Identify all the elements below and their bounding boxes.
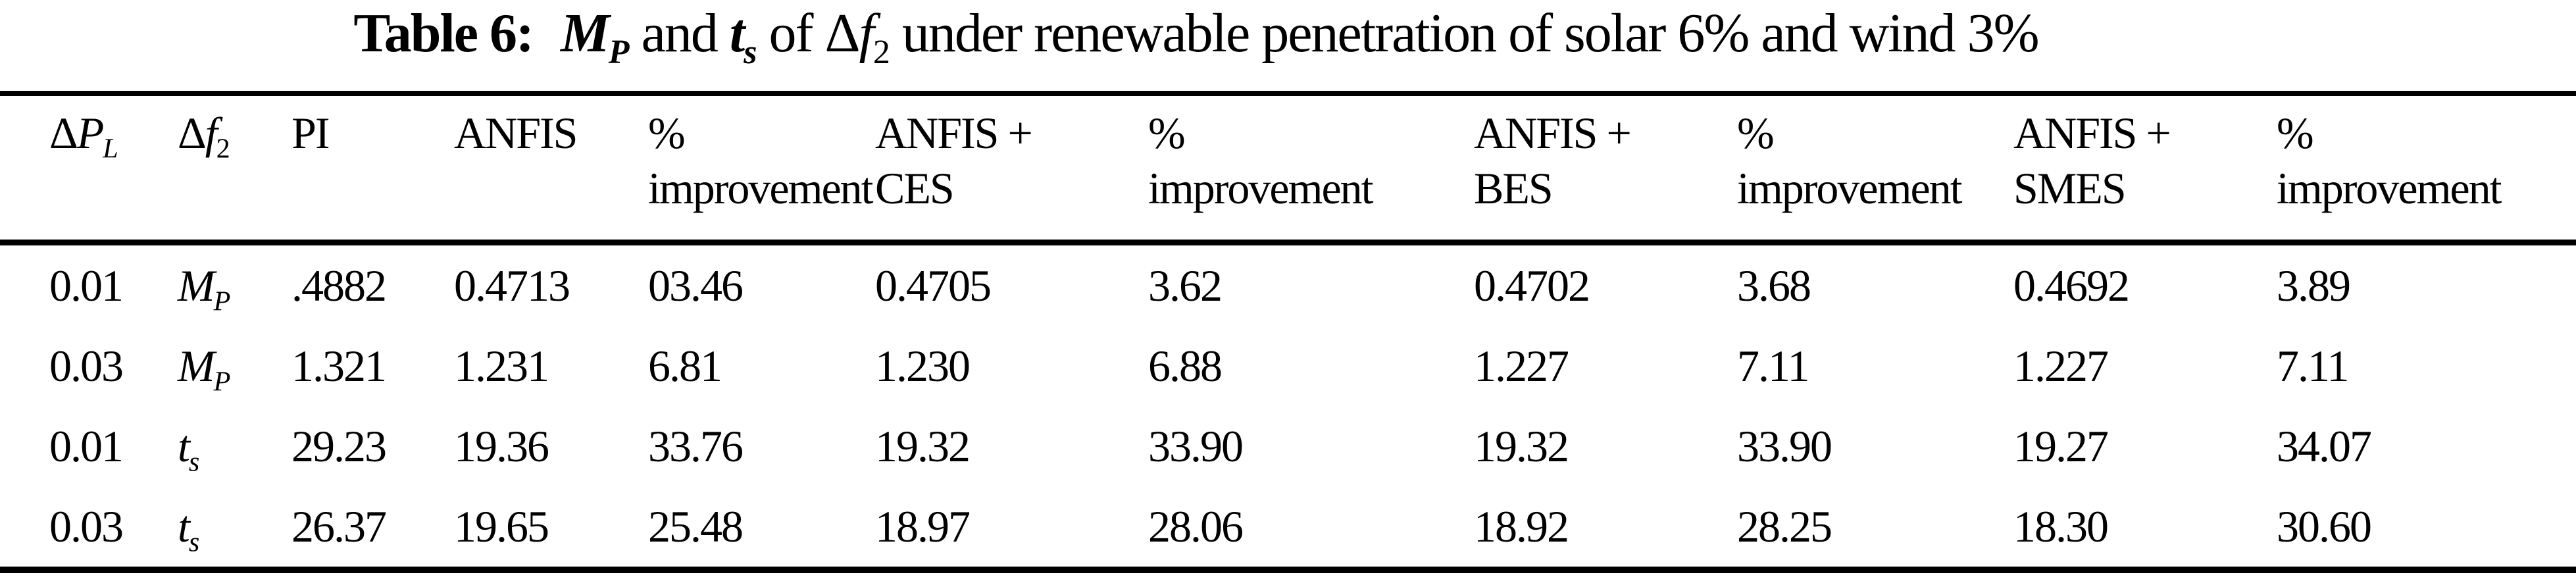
cell-anfis: 1.231	[454, 340, 549, 391]
cell-pct-bes: 7.11	[1737, 340, 1809, 391]
cell-anfis: 19.65	[454, 501, 549, 551]
cell-anfis-smes: 0.4692	[2013, 260, 2130, 311]
cell-pi: 1.321	[291, 340, 387, 391]
cell-pct-anfis: 6.81	[648, 340, 722, 391]
col-header-anfis-ces: ANFIS + CES	[875, 108, 1033, 213]
cell-anfis-ces: 1.230	[875, 340, 971, 391]
col-header-anfis-smes: ANFIS + SMES	[2013, 108, 2171, 213]
table-row: 0.03 ts 26.37 19.65 25.48 18.97 28.06 18…	[0, 486, 2576, 570]
cell-pct-anfis: 25.48	[648, 501, 744, 551]
caption-rest: under renewable penetration of solar 6% …	[889, 3, 2040, 64]
cell-pct-ces: 28.06	[1148, 501, 1244, 551]
cell-anfis-bes: 18.92	[1474, 501, 1569, 551]
col-header-anfis: ANFIS	[454, 108, 578, 158]
caption-metric-mp: MP	[561, 3, 630, 71]
caption-metric-ts: ts	[729, 3, 757, 71]
caption-delta-f2: Δf2	[824, 3, 890, 71]
table-row: 0.01 MP .4882 0.4713 03.46 0.4705 3.62 0…	[0, 242, 2576, 326]
cell-anfis-bes: 19.32	[1474, 420, 1569, 471]
cell-pct-anfis: 03.46	[648, 260, 744, 311]
results-table: ΔPL Δf2 PI ANFIS % improvement ANFIS + CES…	[0, 91, 2576, 573]
cell-metric: MP	[178, 340, 230, 397]
cell-pct-anfis: 33.76	[648, 420, 744, 471]
cell-anfis-smes: 1.227	[2013, 340, 2109, 391]
cell-pi: 29.23	[291, 420, 387, 471]
cell-pct-smes: 30.60	[2277, 501, 2372, 551]
col-header-pct-improvement-bes: % improvement	[1737, 108, 1963, 213]
cell-pi: .4882	[291, 260, 387, 311]
cell-anfis: 0.4713	[454, 260, 570, 311]
cell-pct-ces: 6.88	[1148, 340, 1223, 391]
cell-pi: 26.37	[291, 501, 387, 551]
cell-pct-smes: 34.07	[2277, 420, 2372, 471]
cell-pct-smes: 7.11	[2277, 340, 2349, 391]
col-header-pct-improvement-anfis: % improvement	[648, 108, 874, 213]
cell-pct-bes: 33.90	[1737, 420, 1832, 471]
cell-anfis-ces: 18.97	[875, 501, 971, 551]
cell-dpl: 0.03	[49, 501, 124, 551]
table-row: 0.03 MP 1.321 1.231 6.81 1.230 6.88 1.22…	[0, 326, 2576, 406]
caption-of: of	[756, 3, 825, 64]
cell-anfis-smes: 19.27	[2013, 420, 2109, 471]
col-header-anfis-bes: ANFIS + BES	[1474, 108, 1632, 213]
cell-metric: MP	[178, 260, 230, 317]
cell-dpl: 0.03	[49, 340, 124, 391]
table-caption: Table 6: MP and ts of Δf2 under renewable…	[0, 1, 2484, 71]
cell-anfis: 19.36	[454, 420, 549, 471]
caption-label: Table 6:	[353, 3, 534, 64]
cell-anfis-bes: 1.227	[1474, 340, 1569, 391]
header-row: ΔPL Δf2 PI ANFIS % improvement ANFIS + CES…	[0, 93, 2576, 242]
table-row: 0.01 ts 29.23 19.36 33.76 19.32 33.90 19…	[0, 406, 2576, 486]
cell-pct-ces: 3.62	[1148, 260, 1223, 311]
cell-dpl: 0.01	[49, 420, 124, 471]
cell-metric: ts	[178, 501, 199, 558]
col-header-pct-improvement-smes: % improvement	[2277, 108, 2502, 213]
cell-anfis-smes: 18.30	[2013, 501, 2109, 551]
col-header-delta-pl: ΔPL	[49, 108, 118, 165]
col-header-pct-improvement-ces: % improvement	[1148, 108, 1374, 213]
caption-and: and	[628, 3, 730, 64]
cell-anfis-ces: 0.4705	[875, 260, 992, 311]
cell-pct-bes: 28.25	[1737, 501, 1832, 551]
col-header-pi: PI	[291, 108, 330, 158]
cell-metric: ts	[178, 420, 199, 478]
cell-pct-ces: 33.90	[1148, 420, 1244, 471]
cell-pct-bes: 3.68	[1737, 260, 1811, 311]
cell-pct-smes: 3.89	[2277, 260, 2351, 311]
col-header-delta-f2: Δf2	[178, 108, 230, 165]
cell-anfis-bes: 0.4702	[1474, 260, 1590, 311]
cell-dpl: 0.01	[49, 260, 124, 311]
cell-anfis-ces: 19.32	[875, 420, 971, 471]
